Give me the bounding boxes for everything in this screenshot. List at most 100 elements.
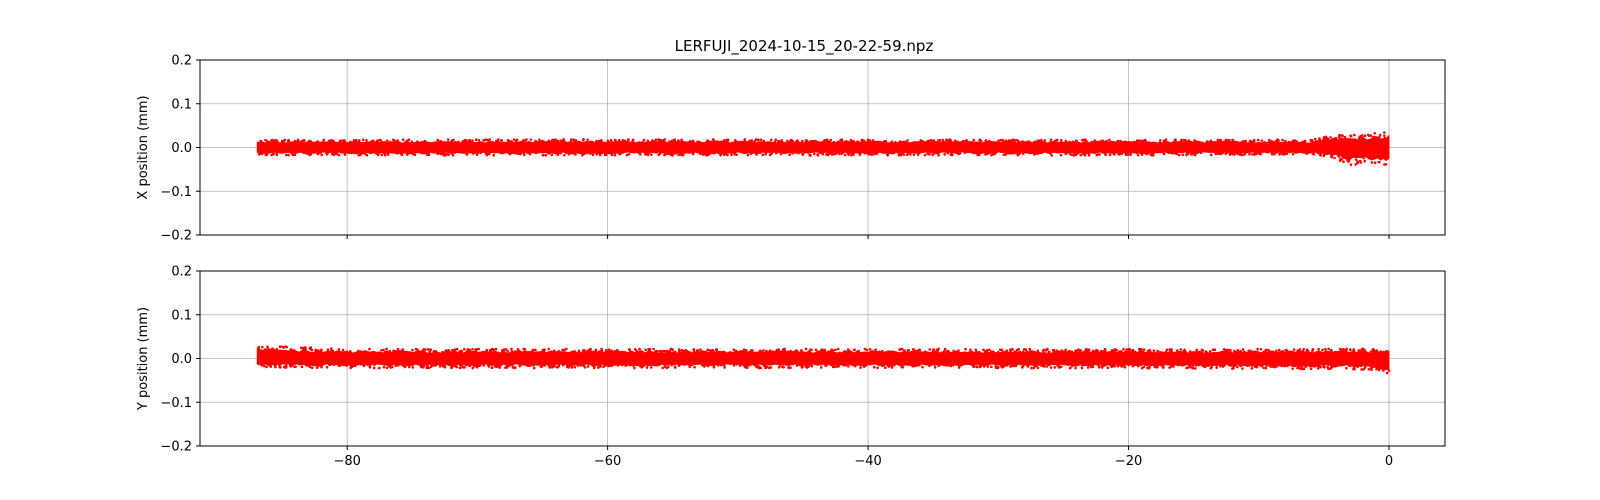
data-point — [990, 141, 993, 144]
data-point — [1250, 140, 1253, 143]
data-point — [512, 366, 515, 369]
data-point — [1095, 349, 1098, 352]
data-point — [475, 138, 478, 141]
data-point — [1025, 142, 1028, 145]
data-point — [702, 352, 705, 355]
data-point — [1256, 366, 1259, 369]
data-point — [1259, 142, 1262, 145]
data-point — [937, 154, 940, 157]
data-point — [806, 363, 809, 366]
data-point — [903, 349, 906, 352]
data-point — [535, 152, 538, 155]
data-point — [1037, 349, 1040, 352]
data-point — [258, 346, 261, 349]
data-point — [1125, 348, 1128, 351]
data-point — [843, 364, 846, 367]
data-point — [1100, 350, 1103, 353]
data-point — [1042, 350, 1045, 353]
data-point — [1308, 352, 1311, 355]
data-point — [1138, 348, 1141, 351]
data-point — [1176, 349, 1179, 352]
data-point — [787, 362, 790, 365]
data-point — [1054, 366, 1057, 369]
data-point — [549, 352, 552, 355]
data-point — [317, 349, 320, 352]
data-point — [914, 142, 917, 145]
data-point — [1388, 369, 1391, 372]
data-point — [597, 366, 600, 369]
data-point — [1370, 155, 1373, 158]
data-point — [1113, 348, 1116, 351]
data-point — [1138, 139, 1141, 142]
data-point — [1199, 352, 1202, 355]
data-point — [1257, 351, 1260, 354]
data-point — [1226, 349, 1229, 352]
data-point — [306, 364, 309, 367]
data-point — [598, 140, 601, 143]
data-point — [1342, 160, 1345, 163]
data-point — [1256, 348, 1259, 351]
data-point — [314, 349, 317, 352]
data-point — [1201, 142, 1204, 145]
data-point — [411, 150, 414, 153]
data-point — [490, 362, 493, 365]
data-point — [879, 352, 882, 355]
data-point — [1020, 363, 1023, 366]
data-point — [1320, 152, 1323, 155]
data-point — [770, 139, 773, 142]
data-point — [627, 140, 630, 143]
data-point — [429, 348, 432, 351]
data-point — [804, 363, 807, 366]
data-point — [578, 350, 581, 353]
data-point — [979, 138, 982, 141]
data-point — [884, 151, 887, 154]
data-point — [1353, 134, 1356, 137]
data-point — [843, 351, 846, 354]
x-tick-label: −60 — [594, 454, 621, 469]
data-point — [727, 138, 730, 141]
data-point — [1374, 161, 1377, 164]
data-point — [1074, 367, 1077, 370]
y-tick-label: 0.2 — [171, 265, 192, 280]
data-point — [582, 350, 585, 353]
data-point — [391, 151, 394, 154]
data-point — [1178, 141, 1181, 144]
data-point — [1146, 367, 1149, 370]
data-point — [907, 349, 910, 352]
data-point — [1219, 152, 1222, 155]
data-point — [1043, 139, 1046, 142]
data-point — [545, 154, 548, 157]
data-point — [614, 350, 617, 353]
data-point — [680, 138, 683, 141]
data-point — [457, 141, 460, 144]
data-point — [916, 350, 919, 353]
data-point — [1111, 349, 1114, 352]
data-point — [559, 152, 562, 155]
data-point — [883, 364, 886, 367]
data-point — [1144, 362, 1147, 365]
data-point — [813, 153, 816, 156]
data-point — [527, 352, 530, 355]
data-point — [1340, 134, 1343, 137]
data-point — [769, 349, 772, 352]
data-point — [696, 140, 699, 143]
data-point — [796, 364, 799, 367]
data-point — [979, 364, 982, 367]
data-point — [1102, 140, 1105, 143]
data-point — [801, 140, 804, 143]
data-point — [987, 141, 990, 144]
data-point — [428, 153, 431, 156]
data-point — [1147, 152, 1150, 155]
data-point — [775, 152, 778, 155]
data-point — [1182, 154, 1185, 157]
data-point — [1291, 367, 1294, 370]
data-point — [361, 142, 364, 145]
data-point — [356, 351, 359, 354]
data-point — [871, 352, 874, 355]
data-point — [852, 152, 855, 155]
data-point — [607, 151, 610, 154]
data-point — [342, 349, 345, 352]
data-point — [835, 152, 838, 155]
data-point — [1317, 348, 1320, 351]
data-point — [1283, 365, 1286, 368]
